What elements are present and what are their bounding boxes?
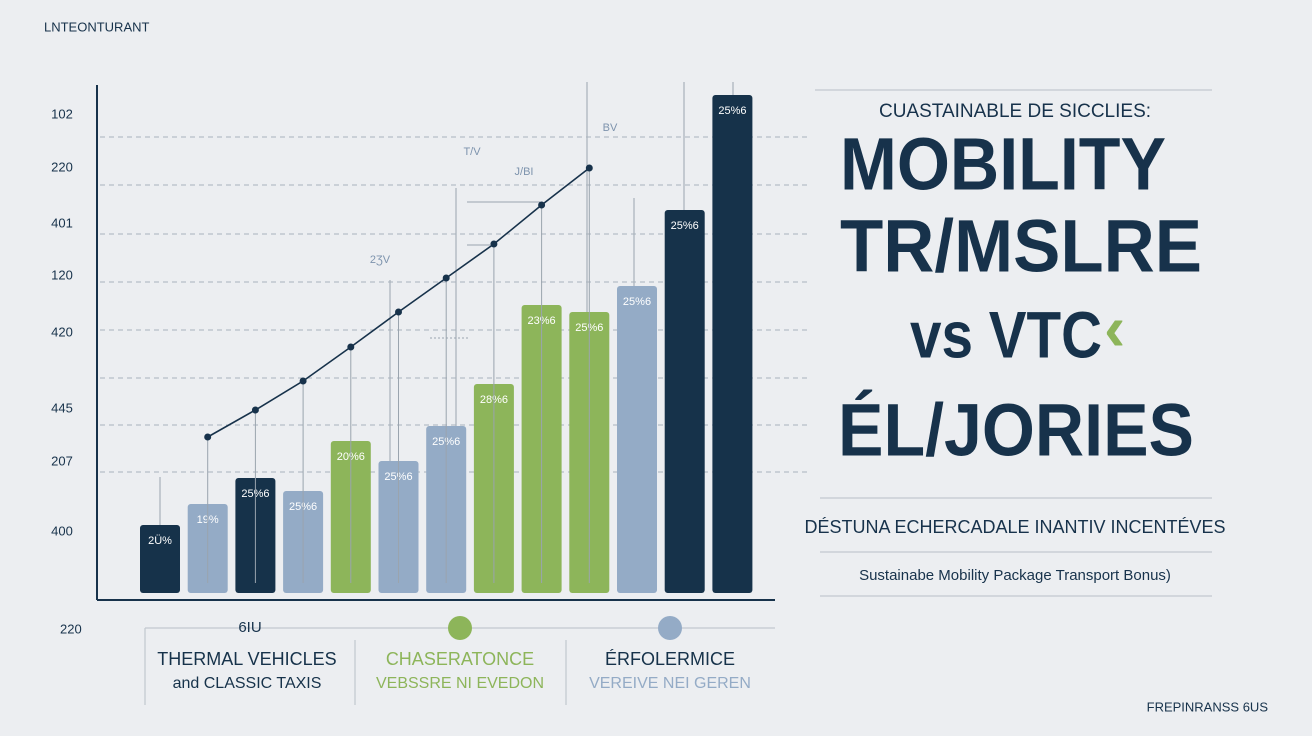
trend-point bbox=[395, 308, 402, 316]
legend-title: 6IU bbox=[238, 619, 261, 636]
legend-label: and CLASSIC TAXIS bbox=[173, 675, 322, 692]
legend-swatch bbox=[448, 616, 472, 640]
y-tick-label: 102 bbox=[51, 106, 73, 121]
legend-swatch bbox=[658, 616, 682, 640]
legend-label: ÉRFOLERMICE bbox=[605, 649, 735, 669]
y-tick-label: 207 bbox=[51, 453, 73, 468]
corner-label: 220 bbox=[60, 621, 82, 636]
decor-lines bbox=[159, 82, 734, 525]
y-tick-label: 401 bbox=[51, 215, 73, 230]
bar bbox=[140, 525, 180, 593]
bar bbox=[617, 286, 657, 593]
panel-subtitle: DÉSTUNA ECHERCADALE INANTIV INCENTÉVES bbox=[804, 517, 1225, 537]
panel-title-mark: ‹ bbox=[1104, 292, 1125, 364]
panel-title: vs VTC bbox=[910, 297, 1102, 371]
legend-label: VEREIVE NEI GEREN bbox=[589, 675, 751, 692]
annotation: J/BI bbox=[515, 166, 534, 178]
footer: FREPINRANSS 6US bbox=[1147, 699, 1269, 714]
legend-label: CHASERATONCE bbox=[386, 649, 534, 669]
panel-kicker: CUASTAINABLE DE SICCLIES: bbox=[879, 101, 1151, 122]
legend-label: THERMAL VEHICLES bbox=[157, 649, 336, 669]
panel-note: Sustainabe Mobility Package Transport Bo… bbox=[859, 567, 1171, 584]
panel-title: TR/MSLRE bbox=[840, 205, 1202, 288]
trend-point bbox=[299, 377, 307, 385]
trend-point bbox=[490, 240, 498, 248]
bar-label: 25%6 bbox=[718, 105, 746, 117]
y-tick-label: 120 bbox=[51, 267, 73, 282]
annotation: 2ƷV bbox=[370, 254, 391, 266]
trend-point bbox=[251, 406, 259, 414]
panel-title: ÉL/JORIES bbox=[838, 389, 1194, 472]
y-tick-label: 420 bbox=[51, 324, 73, 339]
annotation: T/V bbox=[463, 146, 481, 158]
y-tick-label: 220 bbox=[51, 159, 73, 174]
annotation: BV bbox=[603, 122, 618, 134]
y-tick-label: 400 bbox=[51, 523, 73, 538]
trend-point bbox=[585, 164, 593, 172]
trend-point bbox=[538, 201, 546, 209]
trend-point bbox=[442, 274, 450, 282]
panel-title: MOBILITY bbox=[840, 123, 1166, 206]
y-tick-label: 445 bbox=[51, 400, 73, 415]
legend-label: VEBSSRE NI EVEDON bbox=[376, 675, 544, 692]
bar-label: 25%6 bbox=[671, 220, 699, 232]
bar-label: 25%6 bbox=[623, 296, 651, 308]
trend-point bbox=[204, 433, 212, 441]
bar bbox=[664, 210, 705, 593]
bar-label: 2Ü% bbox=[148, 535, 172, 547]
trend-point bbox=[347, 343, 355, 351]
header: LNTEONTURANT bbox=[44, 19, 150, 34]
bar bbox=[712, 95, 753, 593]
